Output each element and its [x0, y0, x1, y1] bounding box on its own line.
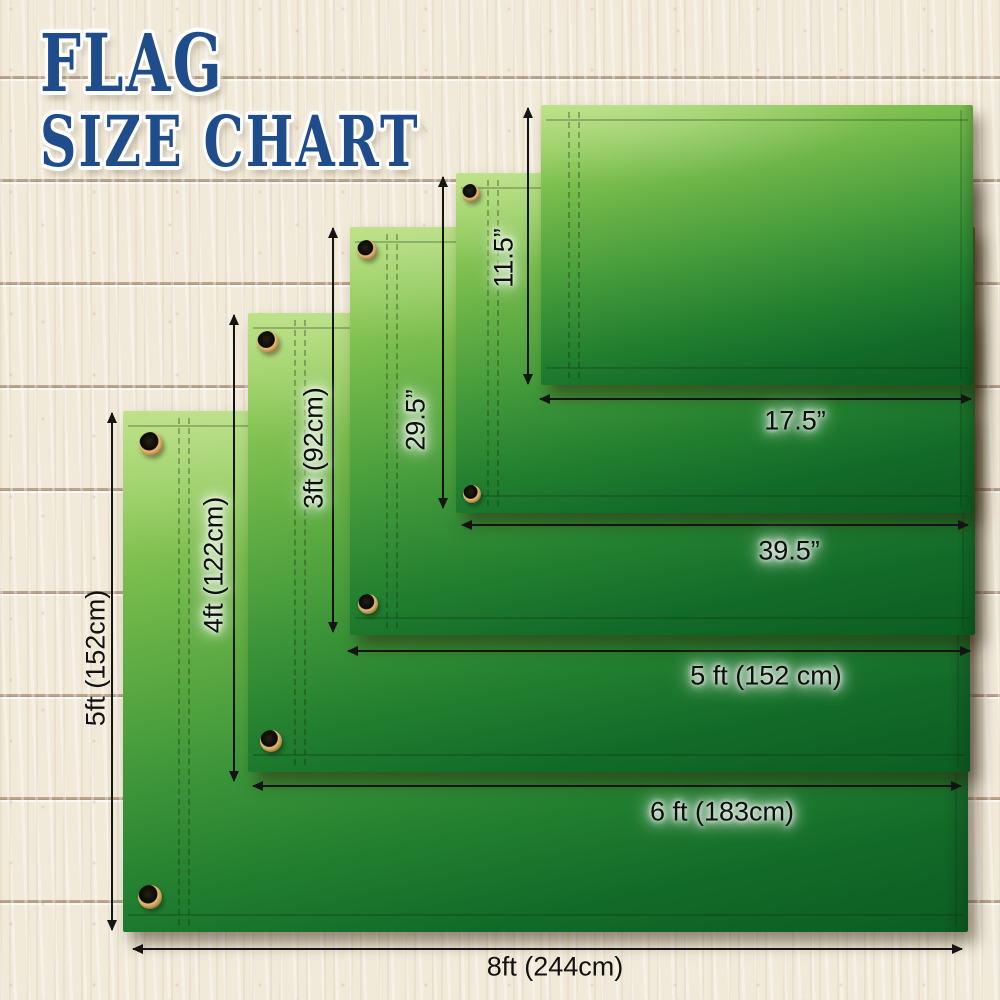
- flag-11.5in-17.5in: [541, 105, 973, 385]
- width-arrow-6ft: [252, 781, 962, 791]
- page-title-line2: SIZE CHART: [40, 100, 420, 183]
- grommet-icon: [463, 485, 481, 503]
- height-arrow-5ft: [107, 412, 117, 931]
- page-title-line1: FLAG: [40, 16, 224, 110]
- width-arrow-39.5in: [461, 520, 969, 530]
- height-label-5ft: 5ft (152cm): [80, 589, 111, 727]
- height-label-11.5in: 11.5”: [488, 228, 519, 288]
- width-label-39.5in: 39.5”: [758, 535, 820, 566]
- stitch-line: [546, 367, 968, 369]
- width-label-17.5in: 17.5”: [764, 405, 826, 436]
- width-arrow-8ft: [132, 944, 963, 954]
- stitch-line: [355, 617, 970, 619]
- height-arrow-3ft: [328, 227, 338, 633]
- stitch-line: [178, 418, 190, 925]
- height-label-4ft: 4ft (122cm): [198, 496, 229, 634]
- grommet-icon: [138, 885, 162, 909]
- stitch-line: [568, 112, 580, 378]
- height-arrow-11.5in: [523, 107, 533, 385]
- grommet-icon: [462, 184, 480, 202]
- width-label-5ft: 5 ft (152 cm): [690, 660, 842, 691]
- width-label-8ft: 8ft (244cm): [486, 951, 624, 982]
- stitch-line: [461, 495, 968, 497]
- stitch-line: [128, 914, 963, 916]
- stitch-line: [487, 180, 499, 506]
- width-label-6ft: 6 ft (183cm): [649, 796, 795, 827]
- height-label-29.5in: 29.5”: [400, 389, 431, 451]
- stitch-line: [294, 320, 306, 765]
- width-arrow-5ft: [347, 646, 971, 656]
- stitch-line: [546, 119, 968, 121]
- grommet-icon: [358, 594, 378, 614]
- width-arrow-17.5in: [539, 394, 972, 404]
- grommet-icon: [260, 730, 282, 752]
- grommet-icon: [357, 240, 377, 260]
- grommet-icon: [139, 432, 163, 456]
- stitch-line: [253, 754, 965, 756]
- height-label-3ft: 3ft (92cm): [298, 387, 329, 509]
- height-arrow-4ft: [229, 314, 239, 782]
- stitch-line: [960, 110, 962, 380]
- grommet-icon: [257, 331, 279, 353]
- height-arrow-29.5in: [438, 176, 448, 509]
- stitch-line: [386, 234, 398, 628]
